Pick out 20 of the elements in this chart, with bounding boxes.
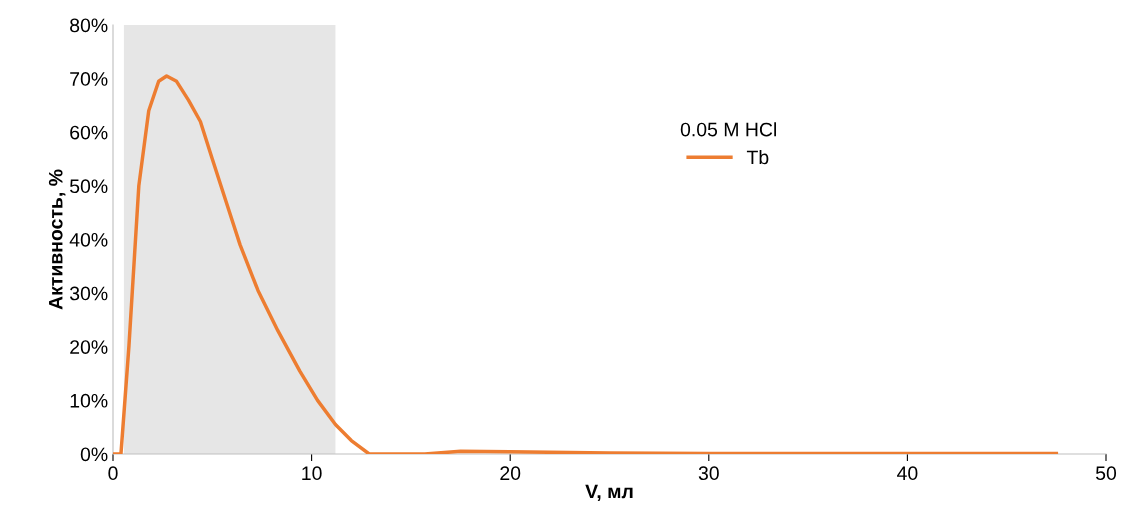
x-axis-title: V, мл (585, 484, 633, 502)
y-tick-label: 80% (70, 18, 108, 33)
legend-title: 0.05 M HCl (680, 122, 776, 137)
x-tick-label: 50 (1095, 466, 1117, 481)
y-tick-label: 60% (70, 125, 108, 140)
y-tick-label: 70% (70, 72, 108, 86)
x-tick-label: 10 (302, 466, 322, 481)
y-tick-label: 0% (80, 447, 108, 462)
y-axis-title: Активность, % (48, 169, 66, 310)
x-tick-label: 40 (897, 466, 918, 481)
line-series (113, 74, 1059, 454)
y-tick-label: 10% (70, 393, 108, 408)
y-tick-label: 20% (70, 340, 108, 354)
legend-label: Tb (746, 149, 769, 165)
y-tick-label: 40% (69, 232, 108, 247)
y-tick-label: 30% (69, 286, 108, 301)
y-tick-label: 50% (70, 179, 108, 194)
x-tick-label: 30 (698, 466, 719, 481)
x-tick-label: 0 (108, 466, 118, 481)
x-tick-label: 20 (500, 466, 521, 481)
